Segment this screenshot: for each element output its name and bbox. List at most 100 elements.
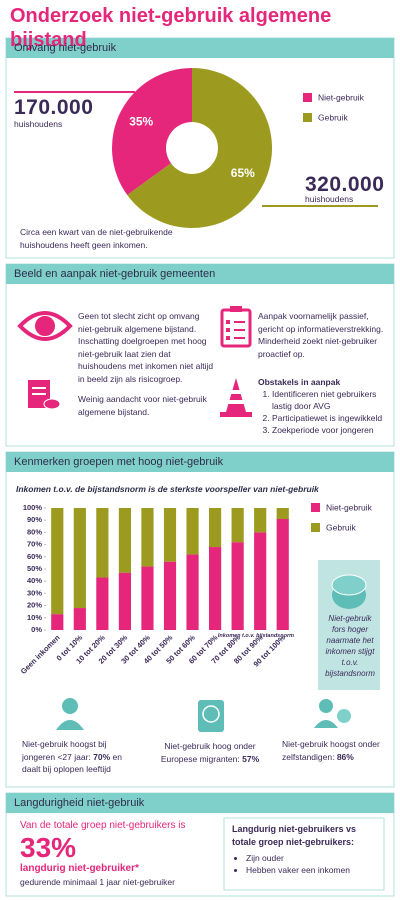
bar-segment	[163, 508, 177, 562]
callout-text: Niet-gebruik fors hoger naarmate het ink…	[325, 614, 375, 678]
bar-segment	[141, 566, 154, 630]
bar-segment	[254, 508, 267, 533]
intro-text: Van de totale groep niet-gebruikers is	[20, 820, 186, 831]
finding-text: Weinig aandacht voor niet-gebruik algeme…	[78, 394, 207, 417]
bar-segment	[186, 508, 199, 555]
fact-text: en daalt bij oplopen leeftijd	[22, 751, 122, 775]
bar-segment	[141, 508, 154, 567]
y-tick-label: 50%	[27, 564, 42, 573]
fact-text: Niet-gebruik hoogst onder zelfstandigen:	[282, 739, 380, 762]
footnote: Circa een kwart van de niet-gebruikende …	[20, 227, 173, 250]
box-title: Langdurig niet-gebruikers vs totale groe…	[232, 824, 357, 847]
bar-segment	[118, 508, 131, 573]
bar-segment	[186, 554, 199, 630]
bar-segment	[276, 508, 289, 519]
y-tick-label: 0%	[31, 625, 42, 634]
section-header-bar	[6, 793, 394, 813]
fact: Niet-gebruik hoogst bij jongeren <27 jaa…	[22, 738, 132, 776]
obstacle: Identificeren niet gebruikers lastig doo…	[272, 388, 392, 412]
percentage: 33%	[20, 832, 77, 863]
bar-segment	[209, 547, 222, 630]
page-title: Onderzoek niet-gebruik algemene bijstand	[10, 5, 332, 51]
slice-label: 65%	[231, 166, 255, 180]
bar-segment	[231, 508, 244, 543]
y-tick-label: 30%	[27, 588, 42, 597]
bar-segment	[118, 572, 131, 630]
box-bullet: Hebben vaker een inkomen	[246, 864, 386, 876]
cone-icon	[220, 378, 252, 417]
pie-slice	[111, 68, 192, 196]
slice-label: 35%	[129, 114, 153, 128]
clipboard-icon	[220, 306, 252, 348]
bar-segment	[163, 561, 177, 630]
fact-highlight: 57%	[242, 753, 260, 764]
figure-unit: huishoudens	[305, 194, 354, 204]
finding-text: Geen tot slecht zicht op omvang niet-geb…	[78, 311, 214, 384]
box-list: Zijn ouder Hebben vaker een inkomen	[232, 852, 386, 876]
y-tick-label: 40%	[27, 576, 42, 585]
bar-segment	[254, 532, 267, 630]
legend-label: Niet-gebruik	[318, 92, 365, 102]
section-header: Beeld en aanpak niet-gebruik gemeenten	[14, 268, 216, 280]
obstacle: Participatiewet is ingewikkeld	[272, 412, 392, 424]
y-tick-label: 90%	[27, 515, 42, 524]
y-tick-label: 100%	[23, 503, 43, 512]
bar-segment	[276, 518, 289, 630]
worker-icon	[314, 699, 351, 728]
person-icon	[56, 698, 84, 730]
fact-highlight: 70%	[93, 751, 111, 762]
section-frame	[5, 263, 395, 447]
section-header: Langdurigheid niet-gebruik	[14, 797, 145, 809]
bar-segment	[96, 577, 109, 630]
passport-icon	[198, 700, 224, 732]
info-box	[223, 817, 385, 891]
obstacles-title: Obstakels in aanpak	[258, 377, 341, 387]
section-header: Kenmerken groepen met hoog niet-gebruik	[14, 456, 224, 468]
fact: Niet-gebruik hoogst onder zelfstandigen:…	[282, 738, 392, 763]
section-header-bar	[6, 452, 394, 472]
pie-chart: 35% Niet-gebruik 65% Gebruik	[111, 68, 365, 228]
bar-segment	[209, 508, 222, 548]
fact-highlight: 86%	[336, 751, 354, 762]
legend-swatch	[303, 93, 312, 102]
obstacles-list: Identificeren niet gebruikers lastig doo…	[258, 388, 392, 436]
box-bullet: Zijn ouder	[246, 852, 386, 864]
bar-segment	[231, 542, 244, 630]
figure-unit: huishoudens	[14, 119, 63, 129]
y-tick-label: 20%	[27, 601, 42, 610]
percentage-sublabel: gedurende minimaal 1 jaar niet-gebruiker	[20, 877, 175, 887]
bar-segment	[51, 508, 64, 615]
figure-number: 320.000	[305, 173, 385, 196]
pie-slice	[127, 68, 272, 228]
section-header-bar	[6, 38, 394, 58]
legend-swatch	[311, 503, 320, 512]
y-tick-label: 60%	[27, 552, 42, 561]
y-tick-label: 80%	[27, 527, 42, 536]
legend-label: Gebruik	[326, 522, 357, 532]
legend-label: Niet-gebruik	[326, 502, 373, 512]
bar-segment	[51, 614, 64, 630]
eye-icon	[17, 311, 73, 341]
legend-swatch	[303, 113, 312, 122]
document-icon	[28, 380, 61, 410]
percentage-label: langdurig niet-gebruiker*	[20, 863, 139, 874]
finding-text: Aanpak voornamelijk passief, gericht op …	[258, 311, 384, 359]
section-header: Omvang niet-gebruik	[14, 42, 117, 54]
x-axis-label: Inkomen t.o.v. bijstandsnorm	[218, 633, 294, 639]
legend-swatch	[311, 523, 320, 532]
bar-segment	[73, 508, 86, 609]
y-tick-label: 70%	[27, 540, 42, 549]
obstacle: Zoekperiode voor jongeren	[272, 424, 392, 436]
fact-text: Niet-gebruik hoogst bij jongeren <27 jaa…	[22, 739, 107, 762]
section-header-bar	[6, 264, 394, 284]
fact: Niet-gebruik hoog onder Europese migrant…	[150, 740, 270, 765]
coin-icon	[331, 574, 367, 609]
fact-text: Niet-gebruik hoog onder Europese migrant…	[160, 741, 256, 764]
chart-title: Inkomen t.o.v. de bijstandsnorm is de st…	[16, 484, 320, 494]
bar-segment	[96, 508, 109, 578]
figure-number: 170.000	[14, 96, 94, 119]
legend-label: Gebruik	[318, 112, 349, 122]
bar-segment	[73, 608, 86, 630]
